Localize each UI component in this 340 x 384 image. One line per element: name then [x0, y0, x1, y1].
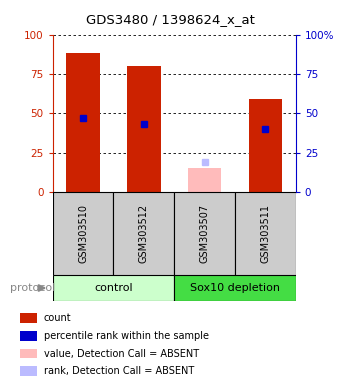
Bar — [174, 275, 296, 301]
Bar — [249, 99, 282, 192]
Text: count: count — [44, 313, 71, 323]
Bar — [20, 313, 37, 323]
Text: GSM303511: GSM303511 — [260, 204, 270, 263]
Text: control: control — [94, 283, 133, 293]
Text: GSM303512: GSM303512 — [139, 204, 149, 263]
Bar — [114, 192, 174, 275]
Text: GSM303507: GSM303507 — [200, 204, 210, 263]
Text: GDS3480 / 1398624_x_at: GDS3480 / 1398624_x_at — [86, 13, 254, 26]
Text: Sox10 depletion: Sox10 depletion — [190, 283, 280, 293]
Bar — [66, 53, 100, 192]
Bar — [127, 66, 160, 192]
Bar — [53, 192, 114, 275]
Text: percentile rank within the sample: percentile rank within the sample — [44, 331, 208, 341]
Text: protocol: protocol — [10, 283, 55, 293]
Bar — [174, 192, 235, 275]
Bar — [235, 192, 296, 275]
Bar — [20, 349, 37, 358]
Text: GSM303510: GSM303510 — [78, 204, 88, 263]
Bar — [188, 169, 221, 192]
Bar — [20, 366, 37, 376]
Text: rank, Detection Call = ABSENT: rank, Detection Call = ABSENT — [44, 366, 194, 376]
Text: value, Detection Call = ABSENT: value, Detection Call = ABSENT — [44, 349, 199, 359]
Bar — [20, 331, 37, 341]
Bar — [53, 275, 174, 301]
